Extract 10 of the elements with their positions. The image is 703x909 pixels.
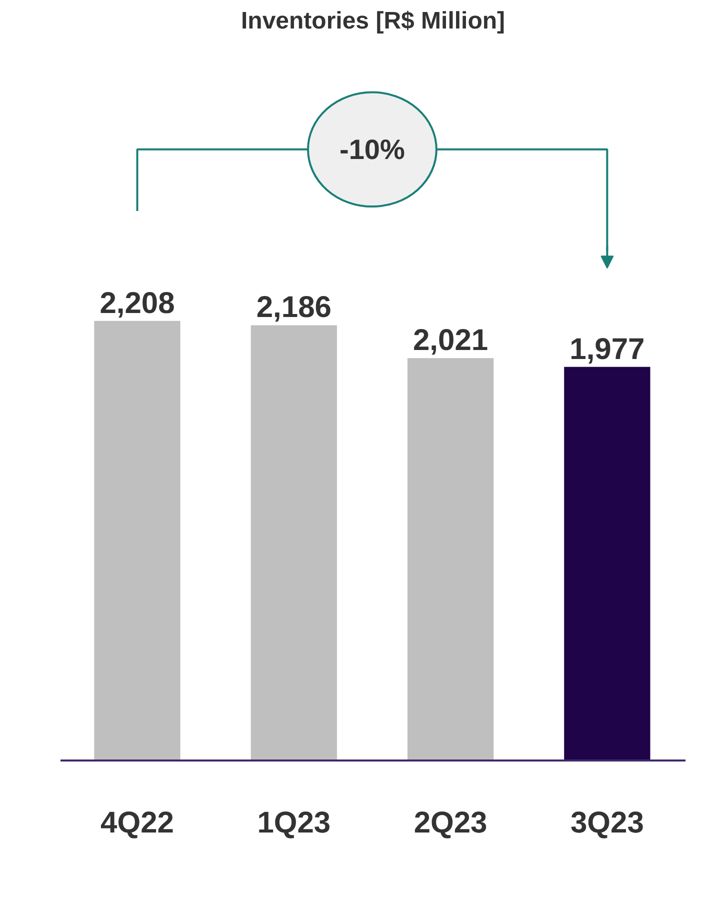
x-tick-label: 2Q23 (414, 806, 488, 840)
data-label: 2,021 (413, 324, 488, 358)
data-label: 1,977 (570, 332, 645, 366)
x-tick-label: 4Q22 (100, 806, 174, 840)
data-label: 2,208 (100, 286, 175, 320)
data-label: 2,186 (256, 291, 332, 324)
text: -10% (340, 134, 406, 165)
chart-title: Inventories [R$ Million] (240, 8, 506, 34)
x-tick-label: 3Q23 (570, 806, 644, 840)
x-tick-label: 1Q23 (257, 806, 331, 840)
